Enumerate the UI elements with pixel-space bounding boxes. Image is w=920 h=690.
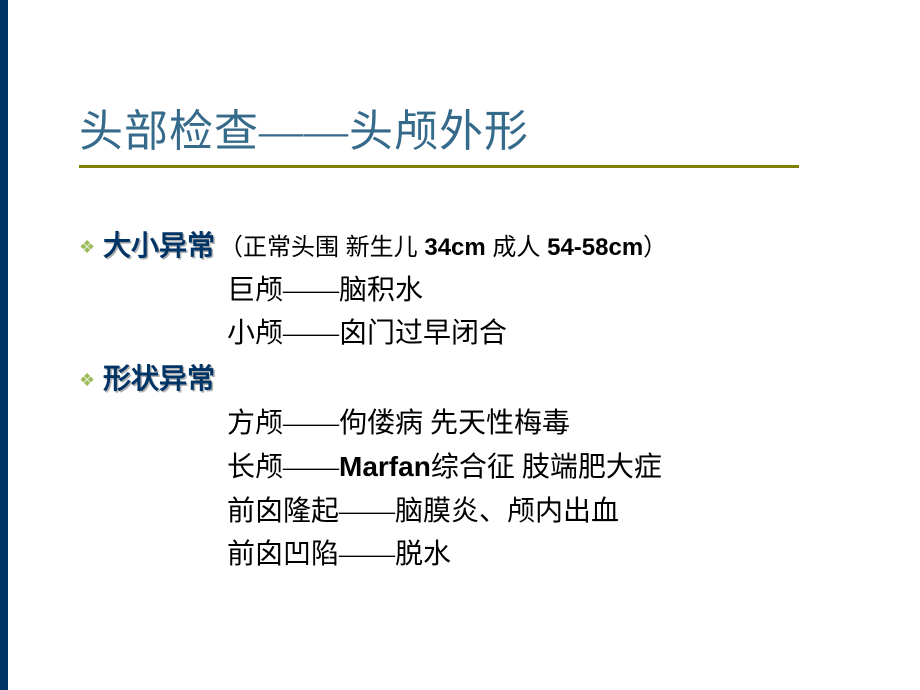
list-item: 方颅——佝偻病 先天性梅毒: [79, 402, 845, 445]
slide: 头部检查——头颅外形 ❖ 大小异常 （正常头围 新生儿 34cm 成人 54-5…: [0, 0, 920, 690]
section-heading: 大小异常: [103, 226, 215, 267]
list-item: 长颅——Marfan综合征 肢端肥大症: [79, 445, 845, 489]
list-item: 前囟凹陷——脱水: [79, 533, 845, 576]
title-underline: [79, 165, 799, 168]
content: ❖ 大小异常 （正常头围 新生儿 34cm 成人 54-58cm） 巨颅——脑积…: [75, 178, 845, 577]
bullet-icon: ❖: [79, 367, 103, 393]
paren-mid: 成人: [486, 234, 547, 261]
section-1-header: ❖ 大小异常 （正常头围 新生儿 34cm 成人 54-58cm）: [79, 226, 845, 267]
section-heading: 形状异常: [103, 359, 215, 400]
list-item: 小颅——囟门过早闭合: [79, 312, 845, 355]
title-block: 头部检查——头颅外形: [75, 95, 845, 168]
section-2-header: ❖ 形状异常: [79, 359, 845, 400]
list-item: 前囟隆起——脑膜炎、颅内出血: [79, 490, 845, 533]
bullet-icon: ❖: [79, 234, 103, 260]
section-paren: （正常头围 新生儿 34cm 成人 54-58cm）: [219, 231, 667, 266]
item-pre: 长颅——: [227, 452, 339, 483]
paren-num2: 54-58cm: [547, 234, 643, 261]
item-latin: Marfan: [339, 451, 431, 482]
slide-title: 头部检查——头颅外形: [79, 95, 845, 159]
paren-num1: 34cm: [424, 234, 485, 261]
paren-suffix: ）: [643, 234, 667, 261]
sidebar-accent: [0, 0, 8, 690]
paren-prefix: （正常头围 新生儿: [219, 234, 424, 261]
list-item: 巨颅——脑积水: [79, 269, 845, 312]
item-post: 综合征 肢端肥大症: [431, 452, 662, 483]
